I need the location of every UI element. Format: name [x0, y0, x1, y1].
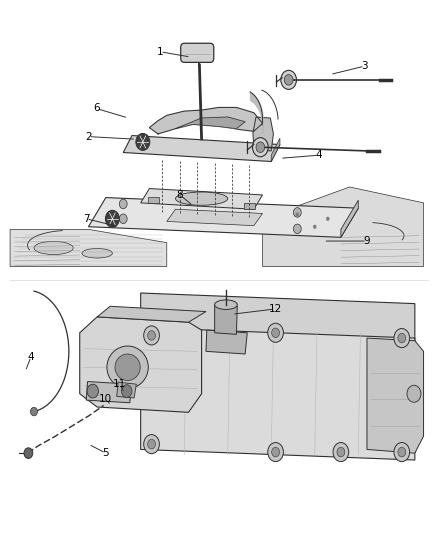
Circle shape — [272, 447, 279, 457]
Polygon shape — [141, 293, 415, 341]
Polygon shape — [123, 135, 280, 161]
Circle shape — [407, 385, 421, 402]
Circle shape — [293, 224, 301, 233]
Circle shape — [337, 447, 345, 457]
Text: 9: 9 — [364, 236, 370, 246]
Ellipse shape — [34, 241, 73, 255]
Ellipse shape — [176, 192, 228, 205]
Circle shape — [148, 330, 155, 340]
Circle shape — [293, 208, 301, 217]
Polygon shape — [262, 187, 424, 266]
Circle shape — [268, 323, 283, 342]
Polygon shape — [341, 200, 358, 237]
Circle shape — [31, 407, 38, 416]
Circle shape — [144, 326, 159, 345]
Circle shape — [296, 213, 299, 216]
Circle shape — [268, 442, 283, 462]
Polygon shape — [271, 138, 280, 161]
Circle shape — [119, 199, 127, 209]
Circle shape — [106, 211, 119, 227]
Circle shape — [148, 439, 155, 449]
Polygon shape — [141, 189, 262, 209]
Text: 3: 3 — [361, 61, 368, 71]
Text: 2: 2 — [85, 132, 92, 142]
Text: 4: 4 — [316, 150, 322, 160]
Ellipse shape — [215, 300, 237, 310]
Circle shape — [284, 75, 293, 85]
Text: 8: 8 — [177, 190, 183, 200]
Circle shape — [394, 442, 410, 462]
Circle shape — [87, 384, 99, 398]
FancyBboxPatch shape — [181, 43, 214, 62]
Circle shape — [326, 216, 329, 221]
Text: 6: 6 — [93, 103, 99, 114]
Polygon shape — [149, 108, 262, 134]
Circle shape — [398, 447, 406, 457]
Polygon shape — [206, 330, 247, 354]
Circle shape — [281, 70, 297, 90]
Circle shape — [272, 328, 279, 337]
Polygon shape — [86, 382, 132, 403]
Circle shape — [136, 133, 150, 150]
Circle shape — [144, 434, 159, 454]
Circle shape — [121, 385, 132, 398]
Polygon shape — [167, 209, 262, 225]
Text: 11: 11 — [113, 379, 127, 389]
Circle shape — [333, 442, 349, 462]
Text: 1: 1 — [157, 47, 163, 56]
Polygon shape — [367, 338, 424, 453]
Text: 4: 4 — [28, 352, 34, 361]
Circle shape — [253, 138, 268, 157]
Polygon shape — [141, 327, 415, 460]
Polygon shape — [117, 382, 136, 398]
Text: 5: 5 — [102, 448, 109, 458]
Circle shape — [398, 333, 406, 343]
Circle shape — [256, 142, 265, 152]
Polygon shape — [176, 117, 245, 128]
Polygon shape — [88, 198, 358, 237]
Ellipse shape — [107, 346, 148, 389]
Polygon shape — [253, 117, 273, 151]
Circle shape — [119, 214, 127, 223]
Ellipse shape — [115, 354, 140, 381]
Bar — [244, 203, 254, 209]
Polygon shape — [215, 305, 237, 334]
Polygon shape — [97, 306, 206, 322]
Circle shape — [394, 328, 410, 348]
Polygon shape — [80, 317, 201, 413]
Bar — [148, 197, 159, 204]
Text: 10: 10 — [99, 394, 113, 404]
Circle shape — [24, 448, 33, 458]
Circle shape — [313, 224, 317, 229]
Polygon shape — [10, 229, 167, 266]
Text: 12: 12 — [269, 304, 282, 314]
Ellipse shape — [82, 248, 113, 258]
Text: 7: 7 — [83, 214, 89, 224]
